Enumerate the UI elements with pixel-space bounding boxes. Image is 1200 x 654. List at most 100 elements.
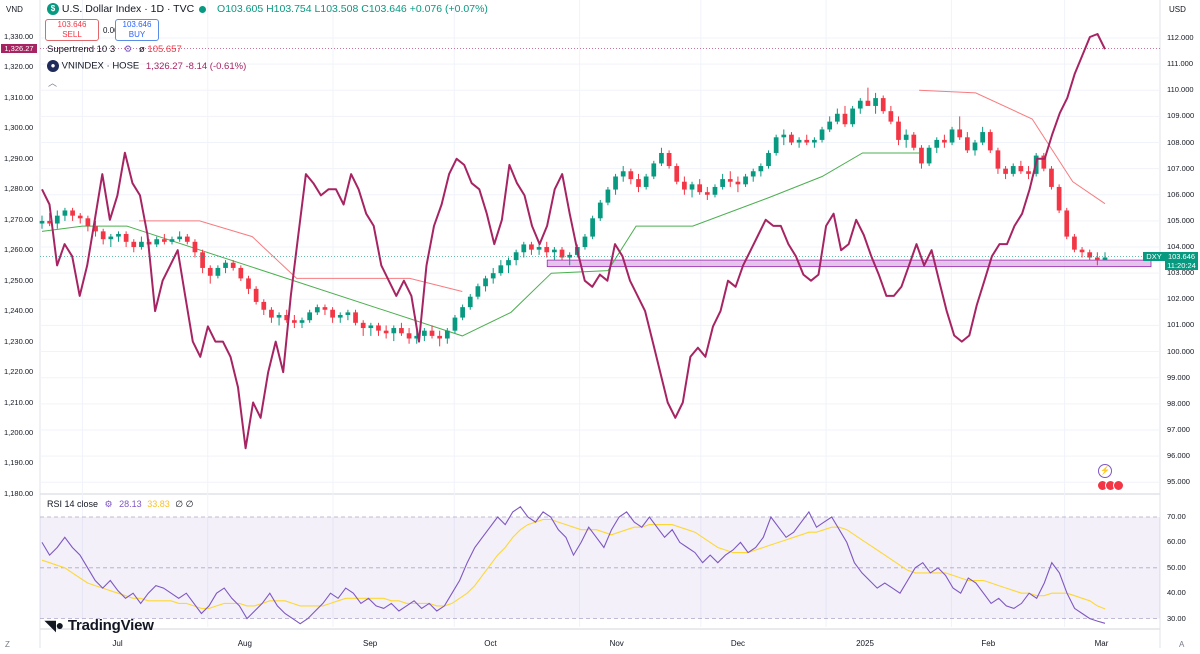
settings-icon[interactable]: ⚙ bbox=[123, 44, 133, 55]
candle-body bbox=[269, 309, 274, 318]
auto-scale-button[interactable]: A bbox=[1179, 640, 1185, 649]
main-symbol-label[interactable]: U.S. Dollar Index · 1D · TVC bbox=[61, 3, 195, 15]
candle-body bbox=[903, 134, 909, 140]
candle-body bbox=[659, 152, 664, 164]
tradingview-logo-icon: ◥● bbox=[45, 617, 64, 633]
lightning-icon[interactable]: ⚡ bbox=[1098, 464, 1112, 478]
candle-body bbox=[422, 330, 427, 336]
right-axis-tick: 107.000 bbox=[1167, 163, 1195, 173]
candle-body bbox=[1056, 186, 1062, 211]
candle-body bbox=[582, 236, 588, 248]
time-axis-label: 2025 bbox=[856, 639, 874, 648]
candle-body bbox=[682, 181, 687, 190]
left-axis-tick: 1,290.00 bbox=[4, 153, 34, 163]
candle-body bbox=[643, 176, 649, 187]
candle-body bbox=[605, 189, 611, 203]
sell-price: 103.646 bbox=[57, 20, 87, 29]
buy-button[interactable]: 103.646 BUY bbox=[115, 19, 159, 41]
candle-body bbox=[590, 218, 595, 237]
rsi-ma-line bbox=[41, 518, 1106, 610]
collapse-legend-icon[interactable]: ︿ bbox=[48, 78, 58, 88]
candle-body bbox=[307, 312, 313, 321]
rsi-label[interactable]: RSI 14 close bbox=[47, 499, 99, 509]
rsi-line bbox=[41, 506, 1106, 625]
candle-body bbox=[720, 179, 725, 187]
supertrend-empty-icon: ø bbox=[138, 44, 145, 55]
candle-body bbox=[54, 215, 60, 224]
supertrend-label[interactable]: Supertrend 10 3 bbox=[47, 44, 116, 55]
rsi-axis-tick: 30.00 bbox=[1167, 613, 1186, 623]
candle-body bbox=[812, 139, 817, 143]
candle-body bbox=[567, 254, 573, 258]
candle-body bbox=[896, 121, 901, 140]
candle-body bbox=[460, 307, 465, 318]
candle-body bbox=[827, 121, 833, 130]
vnindex-last-price-tag: 1,326.27 bbox=[1, 44, 37, 53]
candle-body bbox=[475, 286, 481, 297]
candle-body bbox=[483, 278, 488, 287]
visibility-dot-icon[interactable] bbox=[199, 5, 207, 13]
rsi-settings-icon[interactable]: ⚙ bbox=[104, 499, 113, 509]
candle-body bbox=[70, 210, 75, 216]
left-axis-tick: 1,300.00 bbox=[4, 123, 34, 133]
dxy-last-price-tag: 103.646 bbox=[1165, 252, 1198, 261]
supertrend-value: 105.657 bbox=[147, 44, 182, 55]
flags-icon[interactable] bbox=[1097, 480, 1129, 491]
candle-body bbox=[1018, 166, 1024, 172]
candle-body bbox=[636, 179, 641, 187]
buy-label: BUY bbox=[128, 30, 146, 39]
right-axis-tick: 109.000 bbox=[1167, 111, 1195, 121]
candle-body bbox=[758, 166, 764, 172]
candle-body bbox=[192, 241, 198, 253]
candle-body bbox=[238, 267, 244, 279]
candle-body bbox=[850, 108, 855, 125]
candle-body bbox=[1003, 168, 1008, 174]
candle-body bbox=[360, 322, 366, 329]
candle-body bbox=[628, 171, 634, 180]
support-zone-rectangle[interactable] bbox=[546, 259, 1152, 268]
spread-value: 0.000 bbox=[103, 26, 124, 35]
candle-body bbox=[345, 312, 351, 315]
candle-body bbox=[223, 262, 228, 268]
candle-body bbox=[1072, 236, 1077, 250]
left-axis-tick: 1,330.00 bbox=[4, 32, 34, 41]
zoom-out-button[interactable]: Z bbox=[5, 640, 10, 649]
candle-body bbox=[773, 137, 779, 153]
right-axis-tick: 96.000 bbox=[1167, 451, 1190, 461]
left-axis-tick: 1,200.00 bbox=[4, 427, 34, 437]
rsi-axis-tick: 60.00 bbox=[1167, 537, 1186, 547]
candle-body bbox=[964, 137, 970, 151]
candle-body bbox=[490, 273, 496, 279]
left-axis-tick: 1,250.00 bbox=[4, 275, 34, 285]
candle-body bbox=[383, 330, 389, 334]
right-axis-tick: 111.000 bbox=[1167, 59, 1193, 69]
candle-body bbox=[215, 267, 221, 276]
candle-body bbox=[246, 278, 251, 289]
left-axis-tick: 1,310.00 bbox=[4, 92, 34, 102]
candle-body bbox=[942, 139, 947, 143]
vnindex-icon: ● bbox=[47, 60, 59, 72]
tradingview-logo[interactable]: ◥● TradingView bbox=[45, 617, 154, 634]
left-axis-tick: 1,220.00 bbox=[4, 367, 34, 377]
candle-body bbox=[353, 312, 358, 323]
candle-body bbox=[230, 262, 236, 268]
candle-body bbox=[597, 202, 603, 219]
supertrend-line-down-2 bbox=[919, 89, 1106, 205]
left-currency-label[interactable]: VND bbox=[6, 5, 23, 14]
candle-body bbox=[819, 129, 825, 140]
candle-body bbox=[972, 142, 978, 151]
candle-body bbox=[1079, 249, 1085, 253]
candle-body bbox=[926, 147, 932, 164]
price-pane[interactable] bbox=[40, 0, 1160, 493]
left-axis-tick: 1,210.00 bbox=[4, 397, 34, 407]
right-currency-label[interactable]: USD bbox=[1169, 5, 1186, 14]
rsi-axis-tick: 70.00 bbox=[1167, 512, 1186, 521]
candle-body bbox=[1064, 210, 1070, 237]
dollar-icon: $ bbox=[47, 3, 59, 16]
candle-body bbox=[674, 166, 680, 182]
candle-body bbox=[934, 139, 940, 148]
candle-body bbox=[521, 244, 527, 253]
compare-symbol-label[interactable]: VNINDEX · HOSE bbox=[61, 60, 140, 72]
sell-button[interactable]: 103.646 SELL bbox=[45, 19, 99, 41]
